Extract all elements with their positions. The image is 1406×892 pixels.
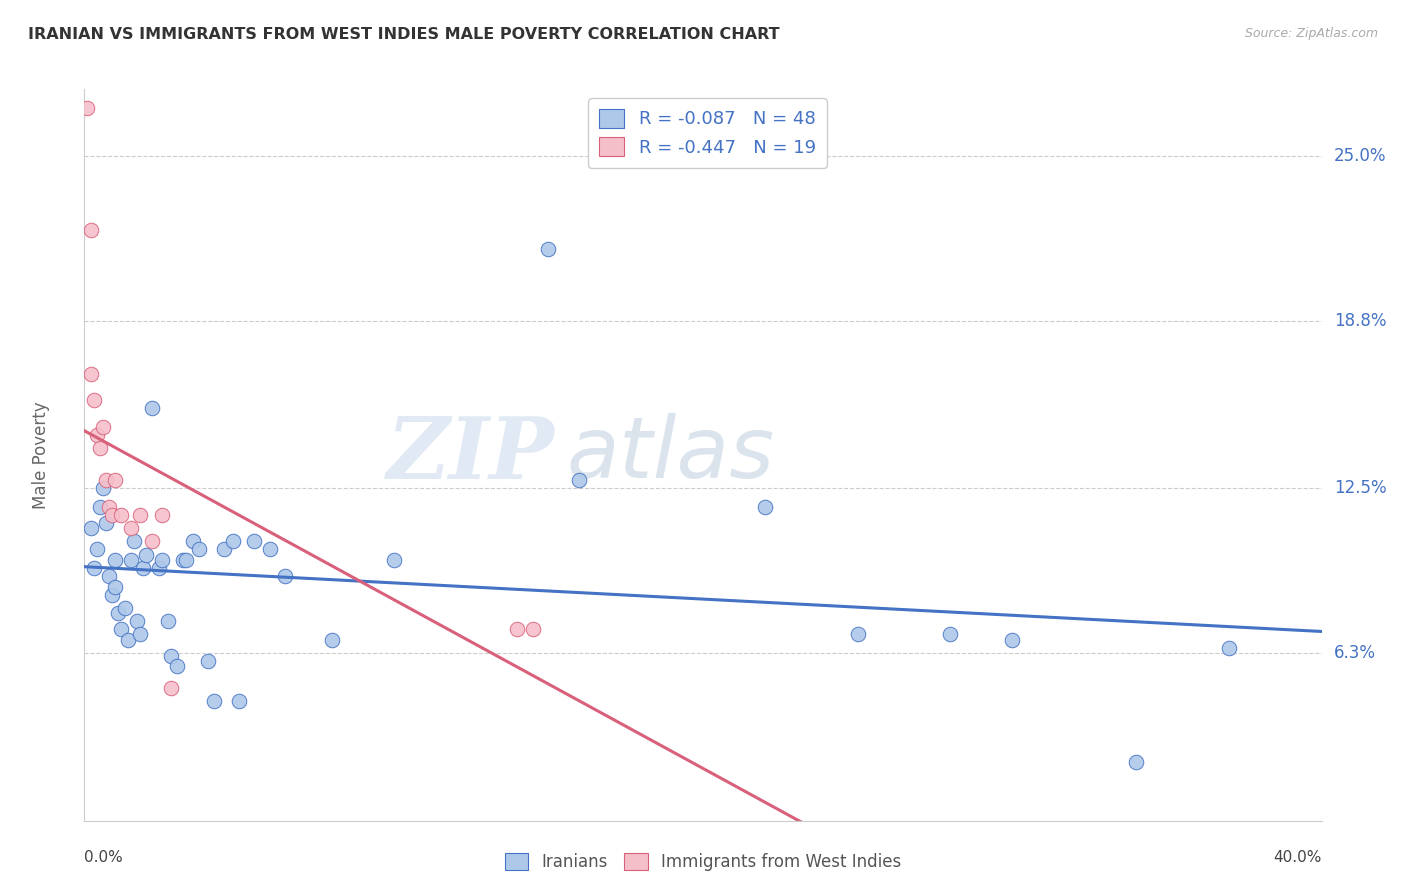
Point bbox=[107, 606, 129, 620]
Point bbox=[148, 561, 170, 575]
Point bbox=[382, 553, 405, 567]
Point bbox=[89, 442, 111, 456]
Point bbox=[181, 534, 204, 549]
Point bbox=[1001, 632, 1024, 647]
Point bbox=[150, 553, 173, 567]
Point bbox=[86, 542, 108, 557]
Point bbox=[98, 500, 121, 514]
Point bbox=[117, 632, 139, 647]
Text: 25.0%: 25.0% bbox=[1334, 146, 1386, 165]
Text: 40.0%: 40.0% bbox=[1274, 850, 1322, 865]
Point bbox=[506, 622, 529, 636]
Point bbox=[94, 473, 117, 487]
Point bbox=[202, 694, 225, 708]
Text: 0.0%: 0.0% bbox=[84, 850, 124, 865]
Point bbox=[141, 534, 163, 549]
Point bbox=[104, 553, 127, 567]
Point bbox=[197, 654, 219, 668]
Point bbox=[91, 420, 114, 434]
Point bbox=[259, 542, 281, 557]
Point bbox=[1125, 755, 1147, 769]
Point bbox=[160, 648, 183, 663]
Point bbox=[122, 534, 145, 549]
Point bbox=[1218, 640, 1240, 655]
Point bbox=[101, 588, 124, 602]
Point bbox=[104, 580, 127, 594]
Point bbox=[321, 632, 343, 647]
Point bbox=[120, 553, 142, 567]
Point bbox=[141, 401, 163, 416]
Point bbox=[568, 473, 591, 487]
Point bbox=[243, 534, 266, 549]
Point bbox=[132, 561, 155, 575]
Point bbox=[228, 694, 250, 708]
Text: atlas: atlas bbox=[567, 413, 775, 497]
Point bbox=[89, 500, 111, 514]
Point bbox=[114, 600, 136, 615]
Point bbox=[104, 473, 127, 487]
Point bbox=[76, 101, 98, 115]
Point bbox=[83, 393, 105, 408]
Point bbox=[754, 500, 776, 514]
Point bbox=[172, 553, 194, 567]
Point bbox=[120, 521, 142, 535]
Point bbox=[274, 569, 297, 583]
Point bbox=[212, 542, 235, 557]
Point bbox=[150, 508, 173, 522]
Point bbox=[135, 548, 157, 562]
Point bbox=[86, 428, 108, 442]
Point bbox=[187, 542, 209, 557]
Point bbox=[537, 242, 560, 256]
Text: 12.5%: 12.5% bbox=[1334, 479, 1386, 497]
Point bbox=[79, 521, 101, 535]
Point bbox=[846, 627, 869, 641]
Text: IRANIAN VS IMMIGRANTS FROM WEST INDIES MALE POVERTY CORRELATION CHART: IRANIAN VS IMMIGRANTS FROM WEST INDIES M… bbox=[28, 27, 780, 42]
Text: 18.8%: 18.8% bbox=[1334, 311, 1386, 330]
Point bbox=[83, 561, 105, 575]
Point bbox=[222, 534, 245, 549]
Point bbox=[176, 553, 198, 567]
Point bbox=[129, 508, 152, 522]
Point bbox=[166, 659, 188, 673]
Point bbox=[79, 223, 101, 237]
Point bbox=[110, 508, 132, 522]
Point bbox=[94, 516, 117, 530]
Point bbox=[129, 627, 152, 641]
Point bbox=[160, 681, 183, 695]
Point bbox=[110, 622, 132, 636]
Point bbox=[98, 569, 121, 583]
Point bbox=[522, 622, 544, 636]
Point bbox=[156, 614, 179, 628]
Point bbox=[79, 367, 101, 381]
Text: Male Poverty: Male Poverty bbox=[32, 401, 51, 508]
Point bbox=[939, 627, 962, 641]
Point bbox=[101, 508, 124, 522]
Text: 6.3%: 6.3% bbox=[1334, 644, 1376, 662]
Text: ZIP: ZIP bbox=[387, 413, 554, 497]
Text: Source: ZipAtlas.com: Source: ZipAtlas.com bbox=[1244, 27, 1378, 40]
Point bbox=[125, 614, 148, 628]
Legend: Iranians, Immigrants from West Indies: Iranians, Immigrants from West Indies bbox=[498, 847, 908, 878]
Point bbox=[91, 481, 114, 495]
